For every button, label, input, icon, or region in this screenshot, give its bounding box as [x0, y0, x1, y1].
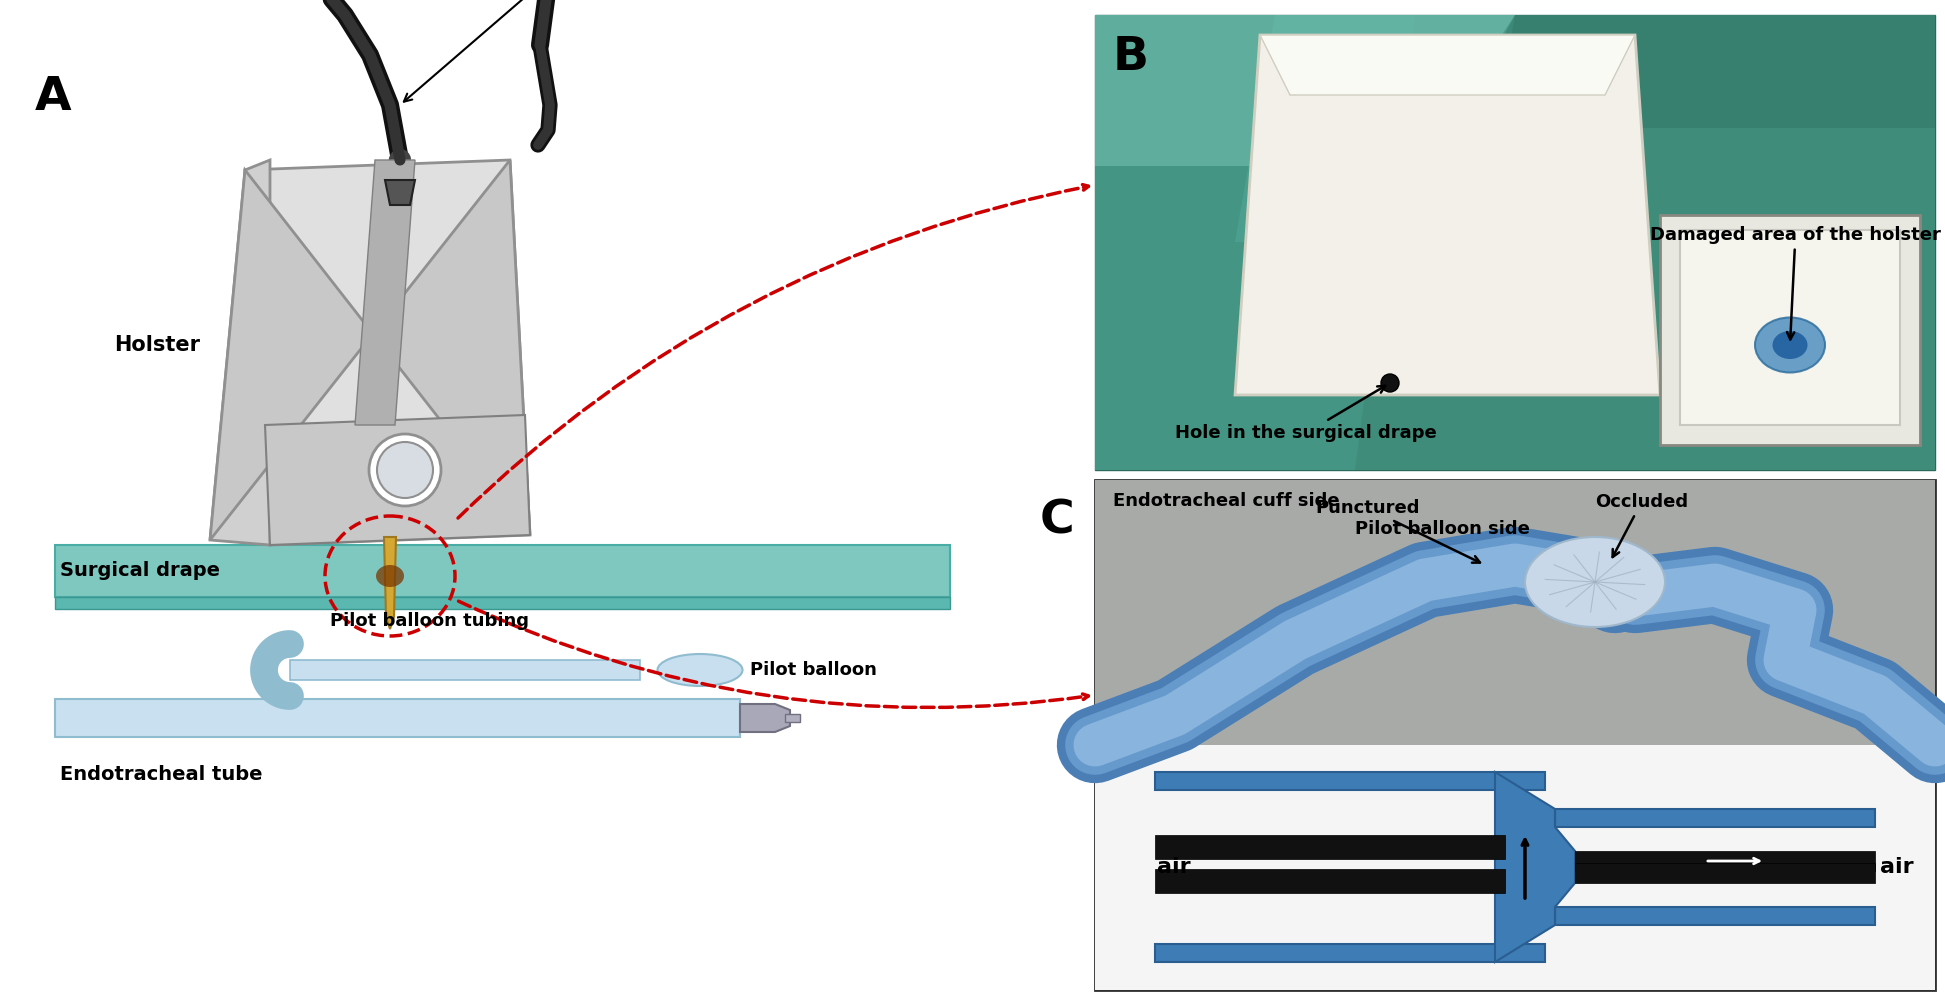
Text: air: air [1881, 857, 1914, 877]
Polygon shape [739, 704, 790, 732]
Polygon shape [54, 597, 949, 609]
Ellipse shape [657, 654, 743, 686]
Text: Damaged area of the holster: Damaged area of the holster [1649, 226, 1941, 340]
Text: Endotracheal tube: Endotracheal tube [60, 765, 263, 784]
Bar [1554, 907, 1875, 925]
Polygon shape [1260, 35, 1636, 95]
Polygon shape [245, 160, 529, 545]
Circle shape [1381, 374, 1398, 392]
Circle shape [370, 434, 442, 506]
Text: Pilot balloon side: Pilot balloon side [1356, 520, 1531, 538]
Polygon shape [385, 180, 414, 205]
Bar [786, 714, 799, 722]
Polygon shape [210, 160, 270, 545]
Polygon shape [1455, 15, 1935, 128]
Bar [1095, 15, 1935, 470]
Polygon shape [1095, 15, 1515, 166]
Bar [1575, 863, 1875, 883]
Text: Occluded: Occluded [1595, 493, 1688, 557]
Polygon shape [54, 699, 739, 737]
Ellipse shape [1525, 537, 1665, 627]
Ellipse shape [375, 565, 405, 587]
Bar [1554, 809, 1875, 827]
Bar [1095, 15, 1935, 470]
Bar [1155, 869, 1505, 893]
Text: Pilot balloon: Pilot balloon [751, 661, 877, 679]
Polygon shape [356, 160, 414, 425]
Ellipse shape [1772, 331, 1807, 359]
Bar [1095, 480, 1935, 745]
Text: C: C [1041, 498, 1076, 543]
Polygon shape [1235, 35, 1659, 395]
Polygon shape [1095, 15, 1416, 470]
Ellipse shape [1754, 318, 1824, 373]
Polygon shape [210, 160, 529, 540]
Text: A: A [35, 75, 72, 120]
Bar [1659, 215, 1920, 445]
Text: B: B [1113, 35, 1149, 80]
Text: Punctured: Punctured [1315, 499, 1480, 562]
Bar [1575, 851, 1875, 871]
Text: Endotracheal cuff side: Endotracheal cuff side [1113, 492, 1340, 510]
Text: Pilot balloon tubing: Pilot balloon tubing [331, 612, 529, 630]
Polygon shape [1235, 15, 1515, 242]
Text: Surgical drape: Surgical drape [60, 561, 220, 581]
Polygon shape [383, 537, 397, 629]
Polygon shape [1680, 230, 1900, 425]
Bar [1155, 772, 1544, 790]
Text: Hole in the surgical drape: Hole in the surgical drape [1175, 386, 1437, 442]
Polygon shape [265, 415, 529, 545]
Bar [1155, 835, 1505, 859]
Bar [1155, 944, 1544, 962]
Bar [1095, 480, 1935, 990]
Text: Holster: Holster [115, 335, 200, 355]
Text: Fiberoptic cable: Fiberoptic cable [405, 0, 696, 102]
Text: air: air [1157, 857, 1190, 877]
Polygon shape [54, 545, 949, 597]
Bar [1095, 745, 1935, 990]
Circle shape [377, 442, 434, 498]
Polygon shape [1496, 772, 1575, 962]
Polygon shape [290, 660, 640, 680]
